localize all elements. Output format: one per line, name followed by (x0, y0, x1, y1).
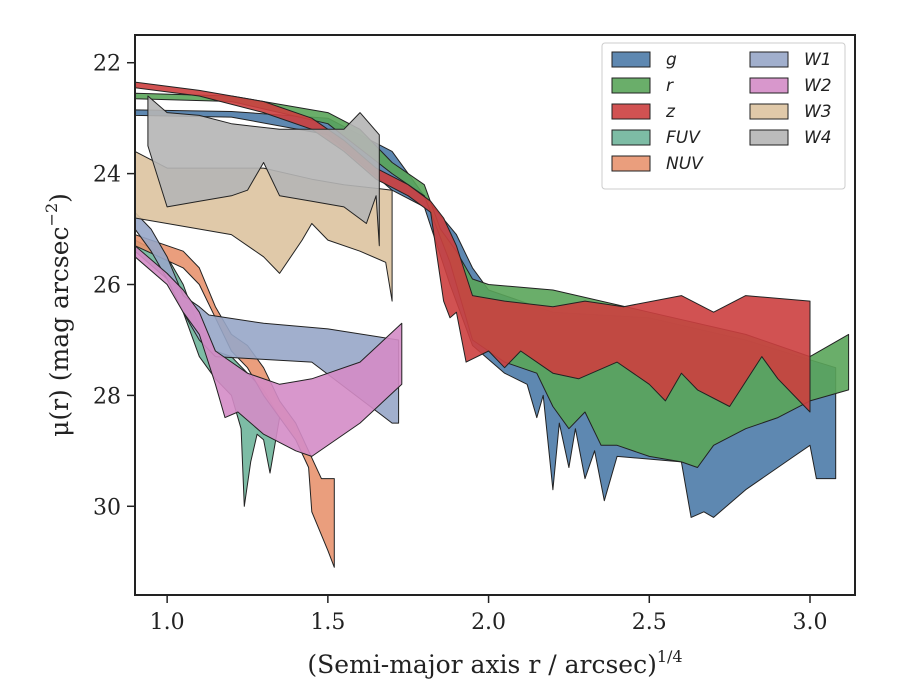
legend-swatch-g (611, 51, 651, 68)
area-z (135, 81, 811, 413)
y-axis-label-exponent: −2 (42, 203, 61, 227)
legend-label-r: r (666, 76, 674, 96)
legend-swatch-w3 (749, 103, 789, 120)
legend-label-nuv: NUV (666, 154, 704, 174)
legend: grz FUV NUV W1 W2 W3 W4 (601, 42, 846, 190)
y-tick-label: 26 (93, 274, 121, 299)
legend-swatch-z (611, 103, 651, 120)
x-tick-label: 3.0 (793, 610, 828, 635)
legend-label-w4: W4 (804, 128, 832, 148)
legend-label-fuv: FUV (666, 128, 701, 148)
y-tick-label: 24 (93, 163, 121, 188)
y-tick-label: 28 (93, 384, 121, 409)
x-axis-label-main: (Semi-major axis r / arcsec) (307, 650, 656, 679)
legend-label-g: g (666, 50, 677, 70)
y-tick-label: 30 (93, 495, 121, 520)
area-w4 (147, 95, 380, 247)
y-axis-label-main: μ(r) (mag arcsec (45, 226, 74, 436)
x-tick-label: 1.5 (310, 610, 345, 635)
legend-swatch-r (611, 77, 651, 94)
legend-label-w1: W1 (804, 50, 832, 70)
y-tick-label: 22 (93, 52, 121, 77)
area-w2 (135, 245, 403, 457)
legend-label-w2: W2 (804, 76, 832, 96)
legend-swatch-w1 (749, 51, 789, 68)
legend-swatch-nuv (611, 155, 651, 172)
legend-swatch-fuv (611, 129, 651, 146)
x-axis-label: (Semi-major axis r / arcsec)1/4 (307, 647, 682, 679)
legend-label-z: z (665, 102, 676, 122)
legend-swatch-w2 (749, 77, 789, 94)
x-tick-label: 2.0 (471, 610, 506, 635)
plot-frame (134, 34, 856, 596)
x-tick-label: 1.0 (150, 610, 185, 635)
y-axis-label: μ(r) (mag arcsec−2) (42, 193, 74, 437)
legend-label-w3: W3 (804, 102, 832, 122)
x-axis-ticks: 1.0 1.5 2.0 2.5 3.0 (150, 595, 828, 635)
series-areas (135, 81, 850, 568)
y-axis-label-close: ) (45, 193, 74, 203)
x-tick-label: 2.5 (632, 610, 667, 635)
y-axis-ticks: 22 24 26 28 30 (93, 52, 135, 520)
legend-swatch-w4 (749, 129, 789, 146)
x-axis-label-exponent: 1/4 (657, 647, 683, 666)
